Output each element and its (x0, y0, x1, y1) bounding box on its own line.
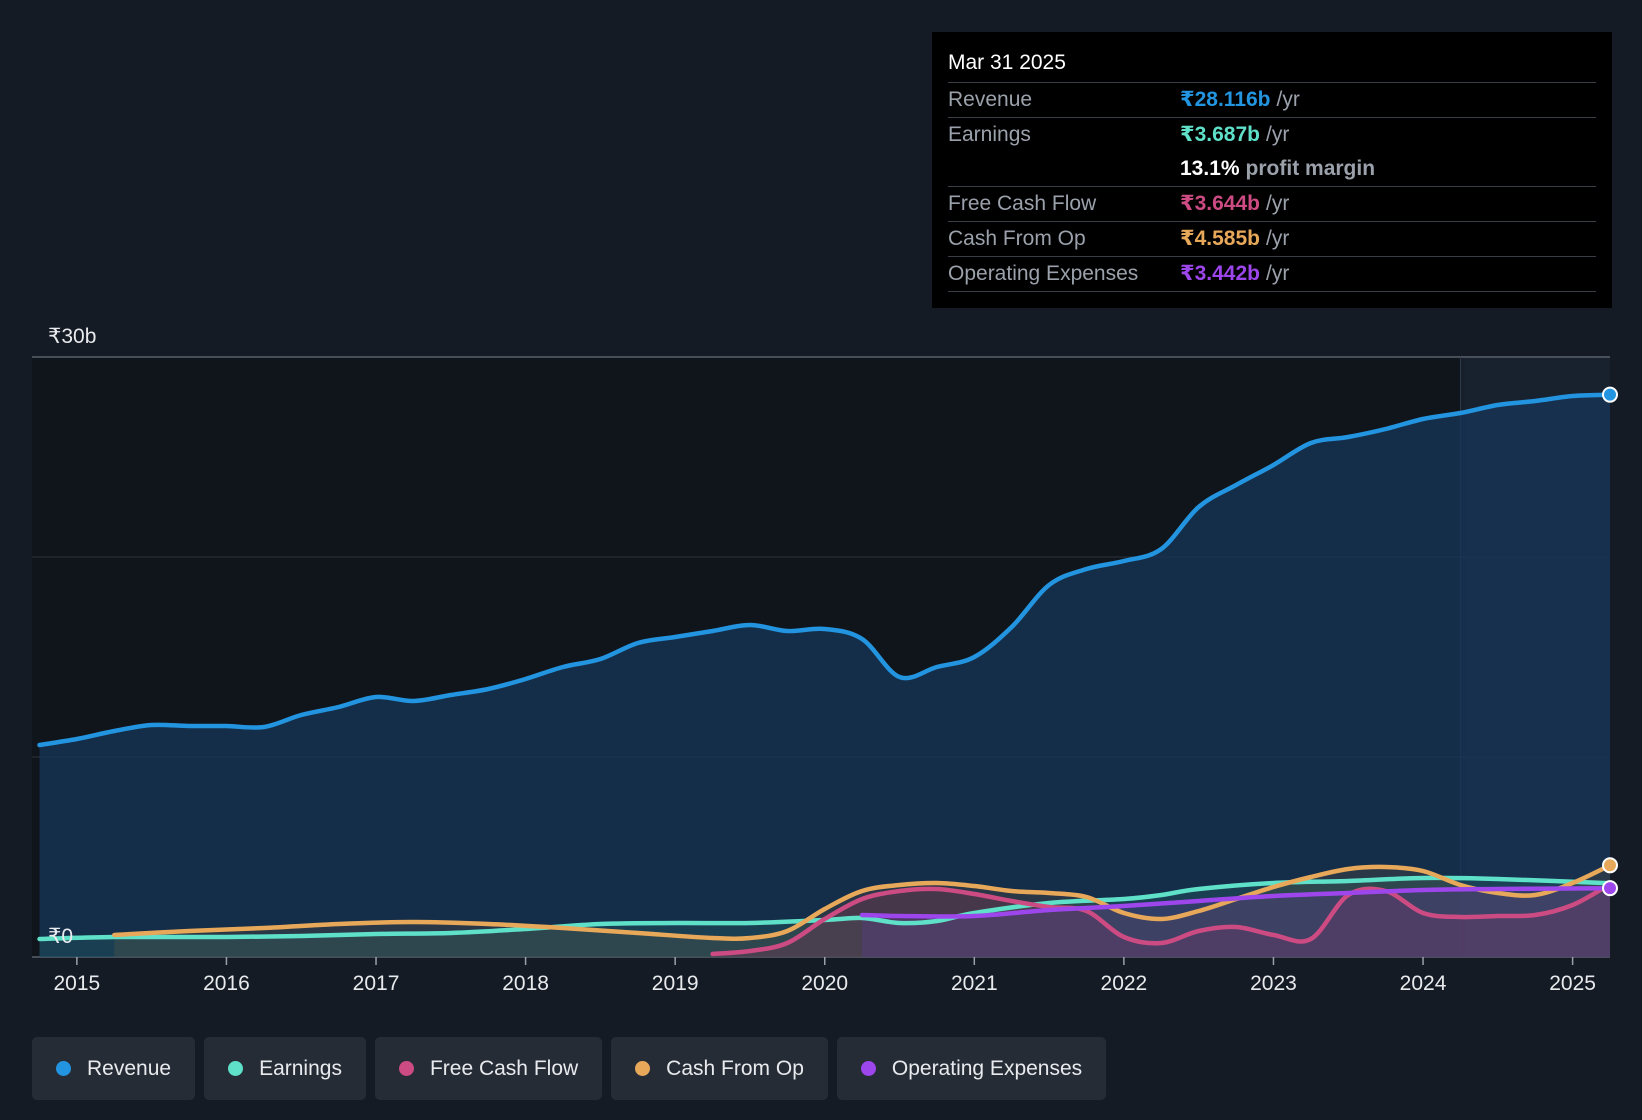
cash-from-op-line (112, 863, 1613, 941)
tooltip-unit: /yr (1266, 192, 1290, 215)
tooltip-value: ₹28.116b (1180, 88, 1271, 111)
x-tick-label: 2020 (801, 972, 848, 995)
tooltip-unit: profit margin (1245, 157, 1376, 180)
x-tick-label: 2022 (1101, 972, 1148, 995)
operating-expenses-area (862, 888, 1610, 957)
tooltip-row-operating-expenses: Operating Expenses ₹3.442b /yr (948, 257, 1596, 292)
tooltip-label: Revenue (948, 88, 1033, 111)
tooltip-label: Cash From Op (948, 227, 1086, 250)
tooltip-unit: /yr (1276, 88, 1300, 111)
legend-item-operating-expenses[interactable]: Operating Expenses (836, 1037, 1107, 1100)
tooltip-label: Earnings (948, 123, 1031, 146)
free-cash-flow-line (710, 881, 1613, 957)
legend-label: Earnings (259, 1056, 342, 1080)
y-tick-label: ₹30b (48, 325, 96, 348)
tooltip-label: Free Cash Flow (948, 192, 1097, 215)
tooltip-value: ₹3.687b (1180, 123, 1260, 146)
tooltip-row-cash-from-op: Cash From Op ₹4.585b /yr (948, 222, 1596, 257)
tooltip-unit: /yr (1266, 262, 1290, 285)
legend-label: Free Cash Flow (429, 1056, 579, 1080)
tooltip-value: ₹4.585b (1180, 227, 1260, 250)
operating-expenses-line (859, 885, 1613, 919)
x-tick-label: 2023 (1250, 972, 1297, 995)
revenue-line (37, 392, 1613, 748)
legend-item-revenue[interactable]: Revenue (32, 1037, 196, 1100)
x-tick-label: 2019 (652, 972, 699, 995)
tooltip-row-profit-margin: 13.1% profit margin (948, 152, 1596, 187)
legend-dot-icon (635, 1061, 651, 1076)
x-tick-label: 2016 (203, 972, 250, 995)
free-cash-flow-area (712, 884, 1610, 957)
cash-from-op-area (114, 865, 1610, 957)
tooltip-unit: /yr (1266, 227, 1290, 250)
tooltip-row-earnings: Earnings ₹3.687b /yr (948, 118, 1596, 152)
x-tick-label: 2021 (951, 972, 998, 995)
legend-dot-icon (398, 1061, 414, 1076)
legend-item-cash-from-op[interactable]: Cash From Op (611, 1037, 828, 1100)
legend-item-free-cash-flow[interactable]: Free Cash Flow (374, 1037, 603, 1100)
legend-label: Operating Expenses (891, 1056, 1083, 1080)
x-tick-label: 2017 (353, 972, 400, 995)
x-tick-label: 2018 (502, 972, 549, 995)
end-markers (1602, 386, 1618, 897)
revenue-end-marker (1602, 386, 1618, 403)
tooltip-value: 13.1% (1180, 157, 1240, 180)
tooltip-value: ₹3.644b (1180, 192, 1260, 215)
x-tick-label: 2015 (54, 972, 101, 995)
tooltip-row-free-cash-flow: Free Cash Flow ₹3.644b /yr (948, 187, 1596, 222)
series-lines (37, 392, 1613, 957)
legend-dot-icon (228, 1061, 244, 1076)
revenue-area (39, 394, 1610, 957)
legend-label: Cash From Op (666, 1056, 804, 1080)
x-tick-label: 2025 (1549, 972, 1596, 995)
legend-label: Revenue (87, 1056, 172, 1080)
legend-item-earnings[interactable]: Earnings (204, 1037, 366, 1100)
cash-from-op-end-marker (1602, 857, 1618, 874)
tooltip-label (948, 152, 1180, 186)
tooltip-panel: Mar 31 2025 Revenue ₹28.116b /yr Earning… (932, 32, 1612, 308)
tooltip-date: Mar 31 2025 (948, 46, 1596, 83)
operating-expenses-end-marker (1602, 880, 1618, 897)
x-tick-label: 2024 (1400, 972, 1447, 995)
y-axis: ₹30b ₹0 (48, 325, 96, 948)
legend: Revenue Earnings Free Cash Flow Cash Fro… (32, 1037, 1115, 1100)
tooltip-label: Operating Expenses (948, 262, 1139, 285)
y-tick-label: ₹0 (48, 925, 73, 948)
x-axis: 2015 2016 2017 2018 2019 2020 2021 2022 2023 2024… (54, 957, 1596, 995)
tooltip-unit: /yr (1266, 123, 1290, 146)
legend-dot-icon (56, 1061, 71, 1076)
legend-dot-icon (860, 1061, 876, 1076)
tooltip-value: ₹3.442b (1180, 262, 1260, 285)
tooltip-row-revenue: Revenue ₹28.116b /yr (948, 83, 1596, 118)
